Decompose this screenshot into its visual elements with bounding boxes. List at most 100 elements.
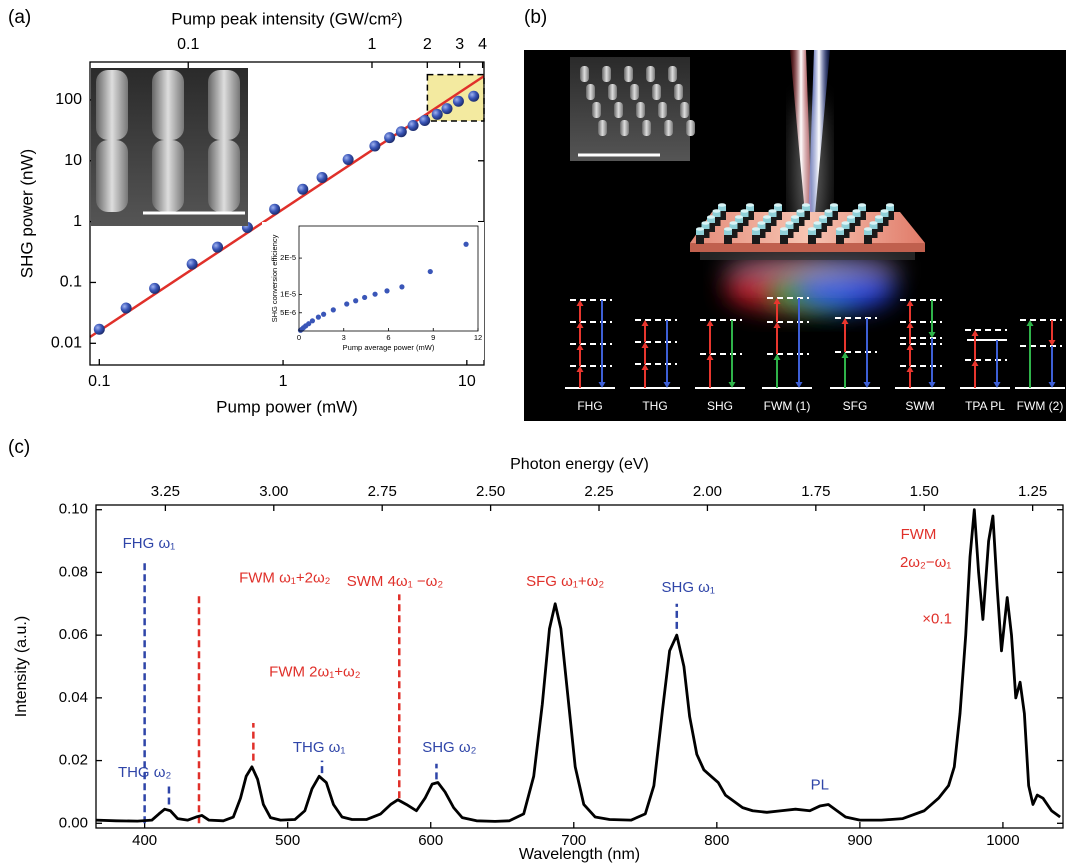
pillar-cap <box>757 221 766 225</box>
pillar-top <box>774 205 782 211</box>
sem-pillar <box>614 102 623 118</box>
pillar <box>746 205 754 220</box>
arrow-head <box>663 382 671 388</box>
pillar-top <box>830 205 838 211</box>
pillar-top <box>768 211 777 217</box>
data-point <box>269 203 281 215</box>
arrow-head <box>993 382 1001 388</box>
pillar-top <box>735 217 743 223</box>
sem-pillar <box>674 84 683 100</box>
glow <box>722 256 902 284</box>
pillar-top <box>869 223 878 229</box>
sem-pillar <box>664 120 673 136</box>
pillar <box>808 229 816 244</box>
pillar <box>735 217 743 232</box>
pillar-cap <box>746 203 754 207</box>
pillar-top <box>718 205 726 211</box>
pillar <box>880 211 889 226</box>
pillar-top <box>880 211 889 217</box>
pillar-top <box>886 205 894 211</box>
data-point <box>316 172 328 184</box>
pillar <box>802 205 810 220</box>
y-tick-label: 5E-6 <box>280 308 296 317</box>
data-point <box>344 301 350 307</box>
x-tick-label: 0 <box>297 333 301 342</box>
x-tick-label: 6 <box>386 333 390 342</box>
sem-pillar <box>598 120 607 136</box>
pillar-top <box>802 205 810 211</box>
pillar-cap <box>729 221 738 225</box>
data-point <box>353 298 359 304</box>
pillar-top <box>785 223 794 229</box>
arrow-head <box>906 344 914 350</box>
arrow-head <box>971 330 979 336</box>
arrow-head <box>576 344 584 350</box>
x2-tick-label: 3.25 <box>151 483 180 500</box>
plot-frame <box>89 61 485 366</box>
pillar <box>796 211 805 226</box>
process-label: SFG <box>843 399 868 413</box>
pillar-cap <box>724 227 732 231</box>
x2-tick-label: 1 <box>368 36 377 53</box>
sem-pillar <box>580 66 589 82</box>
spectrum-line <box>95 508 1061 823</box>
arrow-head <box>906 322 914 328</box>
data-point <box>419 114 431 126</box>
annotation: THG ω₂ <box>118 764 172 781</box>
slab-shadow <box>700 252 915 260</box>
pillar-cap <box>774 203 782 207</box>
arrow-head <box>906 300 914 306</box>
pillar-cap <box>740 209 749 213</box>
slab-edge <box>690 243 925 252</box>
data-point <box>395 126 407 138</box>
annotation: SWM 4ω₁ −ω₂ <box>347 573 444 590</box>
pillar-cap <box>841 221 850 225</box>
pillar-top <box>864 229 872 235</box>
data-point <box>399 284 405 290</box>
pillar-cap <box>763 215 771 219</box>
process-label: FHG <box>577 399 602 413</box>
pillar-top <box>712 211 721 217</box>
data-point <box>342 153 354 165</box>
panel-label: (c) <box>8 437 30 458</box>
sem-pillar <box>624 66 633 82</box>
pillar <box>886 205 894 220</box>
pillar-cap <box>696 227 704 231</box>
pillar <box>791 217 799 232</box>
pillar <box>696 229 704 244</box>
annotation: 2ω₂−ω₁ <box>900 554 951 571</box>
arrow-head <box>795 382 803 388</box>
panel-label: (b) <box>524 7 547 28</box>
pillar-top <box>696 229 704 235</box>
pillar <box>740 211 749 226</box>
arrow-head <box>641 364 649 370</box>
y-tick-label: 0.01 <box>51 335 82 352</box>
data-point <box>315 314 321 320</box>
sem-pillar <box>636 102 645 118</box>
sem-pillar <box>646 66 655 82</box>
data-point <box>330 307 336 313</box>
pillar-top <box>819 217 827 223</box>
x2-tick-label: 2.25 <box>584 483 613 500</box>
arrow-head <box>598 382 606 388</box>
sem-pillar <box>620 120 629 136</box>
arrow-head <box>928 382 936 388</box>
process-label: FWM (1) <box>764 399 811 413</box>
x-tick-label: 1 <box>279 373 288 390</box>
x2-tick-label: 4 <box>478 36 487 53</box>
data-point <box>321 311 327 317</box>
pillar-top <box>791 217 799 223</box>
y-tick-label: 2E-5 <box>280 253 296 262</box>
pillar-cap <box>802 203 810 207</box>
sem-pillar <box>586 84 595 100</box>
data-point <box>212 241 224 253</box>
annotation: FWM <box>901 526 937 543</box>
pillar-top <box>752 229 760 235</box>
pillar <box>841 223 850 238</box>
data-point <box>384 288 390 294</box>
pillar-top <box>740 211 749 217</box>
pillar-cap <box>852 209 861 213</box>
sem-pillar <box>668 66 677 82</box>
pillar <box>824 211 833 226</box>
arrow-head <box>1048 382 1056 388</box>
